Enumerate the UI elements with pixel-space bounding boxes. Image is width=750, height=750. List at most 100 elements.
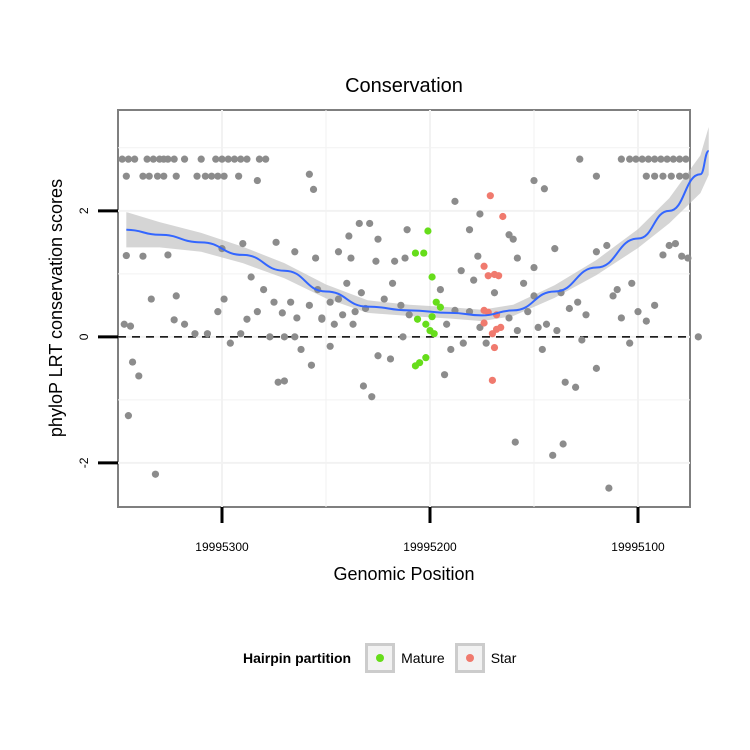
point-other [665,241,673,250]
point-other [280,333,288,341]
point-other [613,285,621,294]
point-other [270,298,278,306]
point-other [260,285,268,294]
point-other [553,326,561,335]
point-other [374,352,382,360]
point-other [634,308,642,316]
point-other [230,155,239,163]
point-other [386,355,395,363]
point-star [480,319,488,327]
point-other [122,251,130,260]
point-other [128,358,137,366]
point-other [291,333,299,341]
x-tick-label: 19995100 [611,540,665,554]
point-other [139,172,147,180]
point-other [626,339,634,347]
y-tick-label: -2 [77,457,91,468]
point-other [120,320,128,328]
point-other [405,311,413,319]
point-star [490,343,499,352]
point-other [243,155,251,163]
point-other [278,309,286,317]
point-other [470,276,478,284]
point-other [605,484,613,492]
confidence-band-area [126,127,709,322]
point-other [366,219,374,228]
point-other [592,364,601,372]
point-mature [432,298,440,306]
point-other [305,301,313,309]
point-other [476,210,484,218]
point-other [326,298,334,306]
point-other [334,295,343,303]
point-other [659,251,667,259]
points-layer [118,155,702,492]
point-other [212,155,220,163]
point-other [201,172,209,180]
point-other [147,295,155,303]
point-other [447,345,455,354]
point-other [124,155,132,163]
point-other [388,279,397,287]
point-other [309,185,318,193]
point-other [218,155,226,163]
smooth-line [126,149,710,317]
legend-key-mature [365,643,396,673]
point-other [642,172,650,180]
point-other [305,170,313,178]
point-other [243,315,251,323]
point-other [651,155,659,163]
point-other [343,279,351,287]
point-other [351,308,359,316]
point-other [143,155,151,163]
point-other [380,295,388,303]
point-other [330,320,338,328]
y-axis-title: phyloP LRT conservation scores [46,179,66,437]
point-other [592,172,601,180]
point-other [669,155,677,163]
point-other [651,301,659,309]
x-tick-label: 19995300 [195,540,249,554]
point-mature [413,315,422,323]
point-other [576,155,584,163]
point-other [214,308,222,316]
point-other [287,298,295,306]
point-other [676,172,684,180]
point-star [495,272,503,280]
point-other [542,320,551,328]
point-other [291,248,299,256]
point-other [626,155,634,163]
point-other [451,197,459,205]
point-other [682,172,690,180]
point-other [170,316,178,324]
point-star [480,262,488,270]
point-other [651,172,659,180]
point-other [549,451,557,459]
point-other [203,330,212,338]
point-other [214,172,222,180]
point-other [663,155,671,163]
point-other [237,330,245,338]
point-other [235,172,243,180]
point-other [459,339,467,347]
point-other [122,172,130,180]
point-other [160,172,168,180]
point-other [139,252,147,260]
point-other [397,301,405,309]
point-star [499,212,507,221]
point-other [180,320,189,328]
legend-marker-mature [376,654,385,662]
point-other [582,311,590,319]
point-other [540,185,549,193]
point-other [638,155,646,163]
point-other [617,314,625,322]
point-other [530,176,538,185]
point-other [644,155,653,163]
point-other [592,248,601,256]
point-other [513,254,521,262]
point-other [399,333,407,341]
point-other [180,155,189,163]
point-other [164,155,172,163]
point-other [678,252,686,260]
